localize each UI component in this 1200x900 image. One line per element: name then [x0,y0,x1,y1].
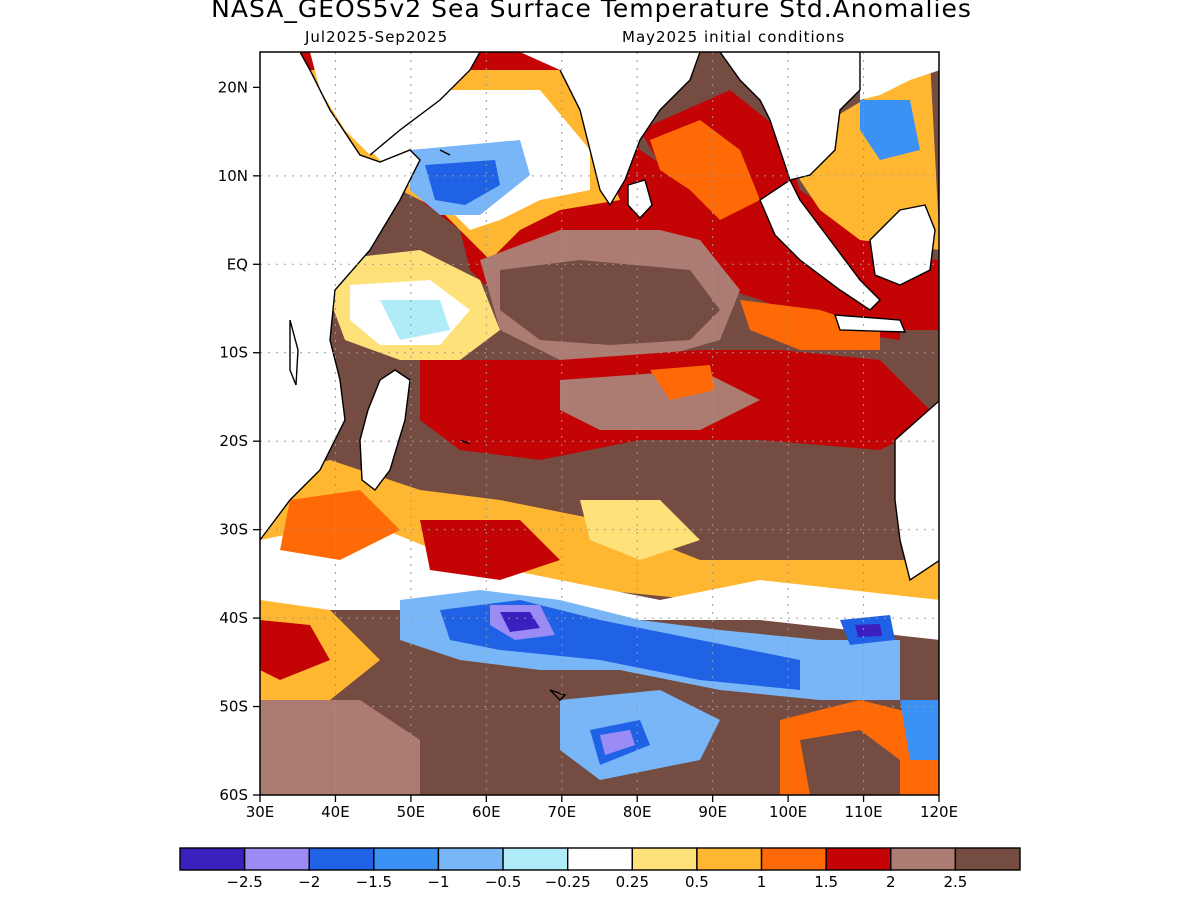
lon-tick-label: 60E [472,803,501,821]
colorbar-label: 2 [886,873,896,891]
coastlines [260,52,939,701]
colorbar-swatch [502,847,569,871]
colorbar-swatch [954,847,1021,871]
gridlines [260,52,939,795]
lon-tick-label: 30E [246,803,275,821]
colorbar-swatch [373,847,440,871]
colorbar [179,847,1021,871]
colorbar-swatch [243,847,310,871]
lat-tick-label: 30S [219,521,248,539]
colorbar-swatch [437,847,504,871]
lon-tick-label: 40E [321,803,350,821]
colorbar-label: 1 [757,873,767,891]
lon-tick-label: 110E [845,803,883,821]
colorbar-label: −1 [427,873,449,891]
colorbar-label: −2.5 [226,873,262,891]
chart-title: NASA_GEOS5v2 Sea Surface Temperature Std… [211,0,972,23]
colorbar-swatch [760,847,827,871]
lat-tick-label: 10N [218,167,248,185]
chart-subtitle-init: May2025 initial conditions [622,28,846,46]
lon-tick-label: 90E [698,803,727,821]
lon-tick-label: 50E [397,803,426,821]
colorbar-label: 2.5 [943,873,967,891]
colorbar-swatch [566,847,634,871]
lat-tick-label: 60S [219,786,248,804]
longitude-axis: 30E 40E 50E 60E 70E 80E 90E 100E 110E 120E [246,795,958,821]
colorbar-label: 0.5 [685,873,709,891]
colorbar-label: 0.25 [616,873,649,891]
colorbar-swatch [179,847,246,871]
colorbar-swatch [825,847,892,871]
lat-tick-label: 20S [219,432,248,450]
colorbar-label: −0.5 [485,873,521,891]
colorbar-swatch [890,847,957,871]
lon-tick-label: 80E [623,803,652,821]
lat-tick-label: 40S [219,609,248,627]
colorbar-labels: −2.5 −2 −1.5 −1 −0.5 −0.25 0.25 0.5 1 1.5 2 2.5 [226,873,967,891]
latitude-axis: 20N 10N EQ 10S 20S 30S 40S 50S 60S [218,78,260,804]
colorbar-label: −0.25 [545,873,591,891]
colorbar-label: 1.5 [814,873,838,891]
chart-subtitle-period: Jul2025-Sep2025 [305,28,449,46]
colorbar-swatch [696,847,763,871]
colorbar-label: −2 [298,873,320,891]
lon-tick-label: 100E [769,803,807,821]
lon-tick-label: 70E [547,803,576,821]
lat-tick-label: EQ [227,255,248,273]
colorbar-swatch [631,847,698,871]
anomaly-field [260,52,939,795]
lat-tick-label: 50S [219,698,248,716]
lat-tick-label: 10S [219,344,248,362]
colorbar-swatch [308,847,375,871]
colorbar-label: −1.5 [356,873,392,891]
plot-frame [259,51,940,796]
lat-tick-label: 20N [218,78,248,96]
lon-tick-label: 120E [920,803,958,821]
